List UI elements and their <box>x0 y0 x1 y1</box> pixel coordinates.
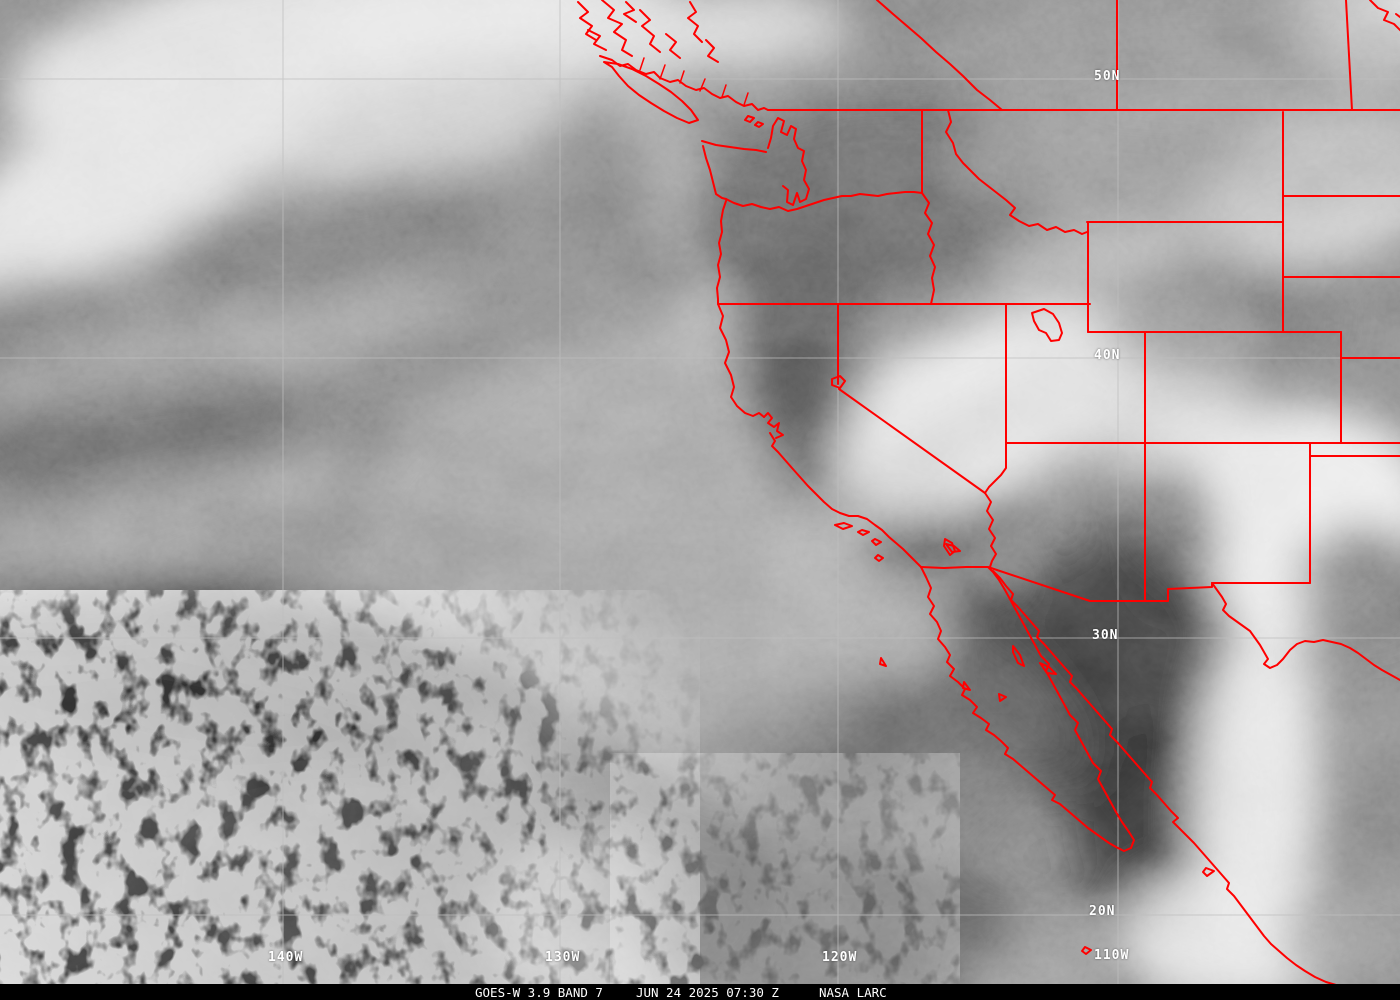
rio-grande <box>1211 582 1400 681</box>
great-salt-lake <box>1031 308 1063 342</box>
lat-label-50n: 50N <box>1094 69 1121 84</box>
caption-credit: NASA LARC <box>818 984 887 1000</box>
channel-islands <box>834 522 961 562</box>
lat-label-40n: 40N <box>1094 348 1121 363</box>
pacific-islands <box>879 657 1007 702</box>
lon-label-140w: 140W <box>268 950 304 965</box>
gulf-islands <box>1012 645 1057 675</box>
salton-sea <box>943 538 956 556</box>
caption-product: GOES-W 3.9 BAND 7 <box>475 984 603 1000</box>
california-coast-north <box>717 303 765 418</box>
bc-mainland-shore <box>599 55 769 111</box>
oregon-coast <box>716 200 727 305</box>
vancouver-island <box>603 61 699 124</box>
columbia-river-border <box>725 191 923 212</box>
ca-nv-diagonal-border <box>838 388 986 494</box>
id-mt-bitterroot-border <box>945 109 1088 235</box>
or-id-snake-river-border <box>921 192 936 305</box>
lat-label-20n: 20N <box>1089 904 1116 919</box>
bc-alberta-border <box>876 0 1003 111</box>
sonora-sinaloa-coast <box>992 570 1337 985</box>
san-juan-islands <box>744 115 764 128</box>
baja-east-coast <box>987 566 1130 833</box>
bc-fjord-coastline <box>577 0 719 63</box>
san-francisco-bay <box>763 412 784 439</box>
nv-az-border <box>984 442 1007 494</box>
cumulus-speckle-field-2 <box>620 760 950 985</box>
juan-de-fuca-shore <box>701 140 767 153</box>
lake-tahoe <box>831 375 846 389</box>
caption-bar: GOES-W 3.9 BAND 7 JUN 24 2025 07:30 Z NA… <box>0 984 1400 1000</box>
olympic-coast <box>702 145 727 200</box>
us-mexico-border <box>920 566 1213 602</box>
cumulus-speckle-field <box>0 590 700 985</box>
islas-marias <box>1202 867 1215 877</box>
lon-label-130w: 130W <box>545 950 581 965</box>
caption-datetime: JUN 24 2025 07:30 Z <box>635 984 779 1000</box>
socorro-island <box>1081 946 1092 955</box>
puget-sound <box>767 117 810 206</box>
bc-inlet-spurs <box>639 57 749 106</box>
california-coast-south <box>769 432 922 568</box>
baja-west-coast <box>920 566 1135 852</box>
map-outline-layer <box>577 0 1400 985</box>
lon-label-120w: 120W <box>822 950 858 965</box>
colorado-river-ca-az <box>984 492 997 568</box>
lon-label-110w: 110W <box>1094 948 1130 963</box>
lat-label-30n: 30N <box>1092 628 1119 643</box>
manitoba-lakes <box>1369 0 1400 32</box>
saskatchewan-manitoba-border <box>1345 0 1353 111</box>
